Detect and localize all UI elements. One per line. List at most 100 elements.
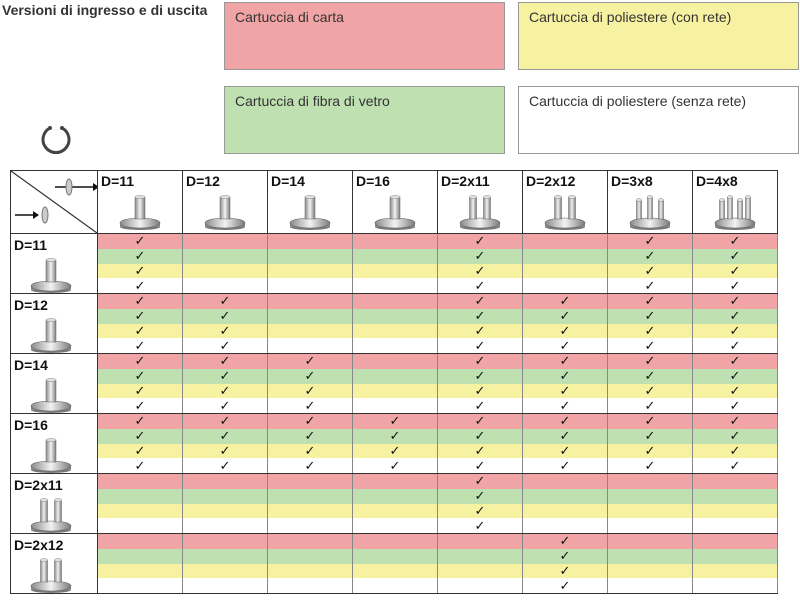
table-cell: ✓: [607, 278, 693, 295]
table-cell: [97, 548, 183, 564]
table-cell: ✓: [692, 337, 778, 355]
checkmark-icon: ✓: [559, 562, 571, 578]
table-row: ✓: [11, 578, 778, 595]
table-cell: ✓: [182, 383, 268, 399]
table-cell: ✓: [182, 323, 268, 339]
table-cell: [267, 292, 353, 309]
checkmark-icon: ✓: [474, 442, 486, 458]
table-cell: ✓: [607, 338, 693, 355]
table-row: D=12 ✓ ✓ ✓ ✓ ✓ ✓: [10, 292, 778, 354]
checkmark-icon: ✓: [644, 293, 656, 309]
table-cell: ✓: [522, 429, 608, 444]
table-cell: [692, 518, 778, 535]
row-header: D=12: [10, 293, 98, 354]
table-cell: ✓: [522, 368, 608, 384]
header-corner: [10, 170, 98, 234]
table-cell: [182, 278, 268, 295]
table-cell: [352, 338, 438, 355]
column-header-label: D=4x8: [696, 173, 738, 189]
table-cell: ✓: [607, 352, 693, 369]
table-cell: [692, 548, 778, 564]
checkmark-icon: ✓: [559, 382, 571, 398]
fitting-icon: [714, 195, 756, 230]
table-cell: ✓: [607, 412, 693, 429]
legend-label: Cartuccia di carta: [235, 9, 344, 25]
checkmark-icon: ✓: [304, 442, 316, 458]
table-cell: [352, 578, 438, 595]
table-cell: [267, 518, 353, 535]
checkmark-icon: ✓: [474, 397, 486, 413]
table-cell: [267, 278, 353, 295]
checkmark-icon: ✓: [134, 397, 146, 413]
table-cell: ✓: [97, 263, 183, 279]
table-cell: ✓: [97, 429, 183, 444]
table-cell: ✓: [522, 562, 608, 579]
table-cell: ✓: [437, 352, 523, 369]
checkmark-icon: ✓: [729, 233, 741, 249]
fitting-icon: [30, 498, 72, 533]
checkmark-icon: ✓: [644, 442, 656, 458]
table-row: ✓: [11, 489, 778, 504]
checkmark-icon: ✓: [134, 337, 146, 353]
table-cell: [352, 398, 438, 415]
column-header: D=12: [182, 170, 268, 234]
column-header: D=16: [352, 170, 438, 234]
table-cell: [352, 232, 438, 249]
checkmark-icon: ✓: [219, 368, 231, 384]
checkmark-icon: ✓: [644, 457, 656, 473]
checkmark-icon: ✓: [729, 337, 741, 353]
table-cell: [182, 263, 268, 279]
fitting-icon: [459, 195, 501, 230]
table-cell: [522, 232, 608, 249]
table-cell: [522, 472, 608, 489]
table-cell: ✓: [352, 412, 438, 429]
checkmark-icon: ✓: [559, 353, 571, 369]
row-header-label: D=14: [14, 357, 48, 373]
table-cell: ✓: [607, 429, 693, 444]
table-cell: [522, 518, 608, 535]
table-cell: ✓: [522, 338, 608, 355]
column-header-label: D=3x8: [611, 173, 653, 189]
legend-polyester-mesh-cartridge: Cartuccia di poliestere (con rete): [518, 2, 799, 70]
table-cell: ✓: [437, 518, 523, 535]
table-cell: ✓: [267, 429, 353, 444]
table-cell: ✓: [182, 429, 268, 444]
checkmark-icon: ✓: [219, 397, 231, 413]
table-cell: ✓: [437, 458, 523, 475]
table-row: ✓ ✓ ✓ ✓: [11, 263, 778, 279]
circlip-ring-icon: [41, 126, 71, 155]
table-cell: ✓: [97, 309, 183, 324]
table-row: ✓ ✓ ✓ ✓ ✓ ✓ ✓: [11, 369, 778, 384]
table-cell: ✓: [692, 323, 778, 339]
table-cell: ✓: [267, 352, 353, 369]
table-cell: [267, 263, 353, 279]
column-header-label: D=14: [271, 173, 305, 189]
table-cell: [267, 308, 353, 324]
table-cell: [267, 232, 353, 249]
table-cell: ✓: [607, 369, 693, 384]
table-cell: [692, 578, 778, 595]
table-row: ✓ ✓ ✓ ✓: [11, 277, 778, 295]
table-cell: [352, 488, 438, 504]
table-cell: [522, 503, 608, 519]
table-cell: ✓: [607, 263, 693, 279]
table-cell: ✓: [607, 249, 693, 264]
checkmark-icon: ✓: [644, 233, 656, 249]
checkmark-icon: ✓: [559, 293, 571, 309]
table-cell: ✓: [267, 383, 353, 399]
table-cell: [97, 488, 183, 504]
table-cell: ✓: [182, 443, 268, 459]
table-cell: [267, 532, 353, 549]
checkmark-icon: ✓: [474, 277, 486, 293]
table-cell: [182, 248, 268, 264]
table-cell: [267, 248, 353, 264]
checkmark-icon: ✓: [559, 368, 571, 384]
table-cell: ✓: [522, 458, 608, 475]
table-cell: ✓: [437, 338, 523, 355]
checkmark-icon: ✓: [134, 233, 146, 249]
table-cell: ✓: [607, 232, 693, 249]
checkmark-icon: ✓: [219, 293, 231, 309]
checkmark-icon: ✓: [729, 442, 741, 458]
table-cell: [182, 548, 268, 564]
table-cell: ✓: [437, 503, 523, 519]
